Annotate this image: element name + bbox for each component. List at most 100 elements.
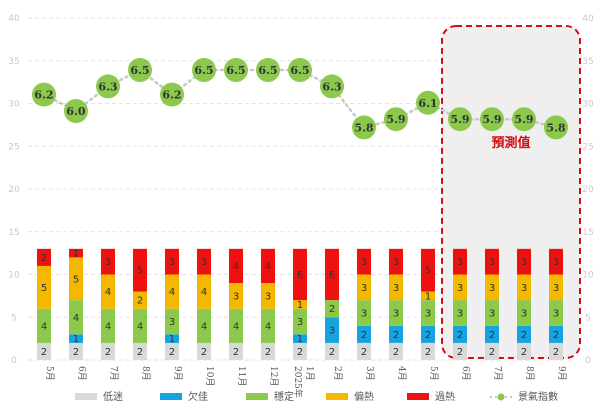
forecast-label: 預測值: [491, 135, 530, 151]
legend: 低迷 欠佳 穩定 偏熱 過熱 景氣指數: [75, 390, 558, 403]
bar-segment: [453, 342, 467, 360]
bar-segment-label: 4: [169, 287, 175, 298]
bar-segment-label: 2: [553, 330, 559, 341]
bar-segment: [357, 300, 371, 326]
bar-segment: [293, 342, 307, 360]
legend-label: 景氣指數: [518, 390, 558, 403]
bar-segment: [389, 274, 403, 301]
bar-segment-label: 6: [297, 270, 303, 281]
bar-segment-label: 3: [489, 308, 495, 319]
bar-segment-label: 2: [73, 347, 79, 358]
bar-segment-label: 3: [521, 257, 527, 268]
bar-segment-label: 3: [169, 257, 175, 268]
y-tick-label-right: 40: [582, 14, 594, 24]
index-point-label: 5.8: [546, 121, 565, 134]
bar-segment: [389, 248, 403, 275]
index-point: [32, 82, 56, 107]
bar-segment: [517, 300, 531, 326]
bar-segment: [101, 308, 115, 343]
bar-segment: [165, 308, 179, 335]
bar-segment: [229, 308, 243, 343]
bar-segment-label: 3: [521, 283, 527, 294]
index-point-label: 6.2: [34, 89, 53, 102]
bar-segment: [357, 325, 371, 343]
bar-segment-label: 2: [425, 347, 431, 358]
bar-segment: [197, 342, 211, 360]
bar-segment: [197, 274, 211, 309]
bar-segment: [37, 342, 51, 360]
legend-swatch: [246, 393, 268, 400]
bar-segment: [133, 291, 147, 309]
bar-segment-label: 4: [265, 261, 271, 272]
y-tick-label-right: 5: [585, 313, 591, 323]
bar-segment-label: 4: [265, 321, 271, 332]
x-tick-label: 1月: [304, 366, 315, 381]
index-point-label: 6.5: [194, 64, 213, 77]
bar-segment-label: 2: [105, 347, 111, 358]
bar-segment-label: 3: [457, 283, 463, 294]
x-tick-label: 11月: [236, 366, 247, 386]
x-tick-label: 10月: [204, 366, 215, 386]
bar-segment: [421, 325, 435, 343]
bar-segment-label: 2: [457, 347, 463, 358]
y-tick-label: 5: [11, 313, 17, 323]
bar-segment-label: 2: [297, 347, 303, 358]
bar-segment-label: 2: [361, 347, 367, 358]
bar-segment: [549, 274, 563, 301]
y-tick-label: 0: [11, 356, 17, 366]
bar-segment: [549, 342, 563, 360]
bar-segment-label: 3: [489, 257, 495, 268]
x-tick-label: 8月: [140, 366, 151, 381]
bar-segment-label: 3: [329, 326, 335, 337]
bar-segment-label: 1: [297, 300, 303, 311]
bar-segment: [549, 300, 563, 326]
bar-segment-label: 3: [553, 283, 559, 294]
index-point-label: 5.9: [386, 113, 405, 126]
bar-segment-label: 2: [137, 347, 143, 358]
bar-segment-label: 3: [393, 283, 399, 294]
legend-label: 低迷: [103, 390, 123, 403]
index-point: [320, 74, 344, 99]
bar-segment: [69, 257, 83, 301]
bar-segment: [421, 291, 435, 301]
bar-segment-label: 2: [41, 253, 47, 264]
bar-segment: [261, 248, 275, 284]
bar-segment-label: 3: [361, 283, 367, 294]
bar-segment-label: 4: [137, 321, 143, 332]
y-tick-label: 40: [8, 14, 20, 24]
x-tick-label: 3月: [364, 366, 375, 381]
x-tick-label: 5月: [428, 366, 439, 381]
bar-segment-label: 2: [425, 330, 431, 341]
bar-segment: [293, 334, 307, 343]
bar-segment: [197, 248, 211, 275]
bar-segment-label: 1: [425, 291, 431, 302]
bar-segment: [421, 300, 435, 326]
bar-segment: [261, 308, 275, 343]
y-tick-label: 15: [8, 228, 19, 238]
legend-label: 偏熱: [354, 390, 374, 403]
bar-segment-label: 2: [393, 347, 399, 358]
x-tick-label: 5月: [44, 366, 55, 381]
bar-segment-label: 3: [521, 308, 527, 319]
index-point: [160, 82, 184, 107]
legend-label: 欠佳: [188, 390, 208, 403]
bar-segment: [101, 274, 115, 309]
bar-segment: [325, 317, 339, 343]
bar-segment-label: 2: [329, 347, 335, 358]
bar-segment: [133, 342, 147, 360]
bar-segment-label: 2: [329, 304, 335, 315]
bar-segment: [37, 265, 51, 309]
bar-segment: [549, 248, 563, 275]
index-point-label: 6.5: [226, 64, 245, 77]
bar-segment-label: 2: [361, 330, 367, 341]
bar-segment: [453, 300, 467, 326]
y-tick-label: 25: [8, 142, 19, 152]
bar-segment: [133, 248, 147, 292]
bar-segment: [101, 342, 115, 360]
bar-segment-label: 4: [233, 321, 239, 332]
index-point: [256, 58, 280, 82]
y-tick-label: 35: [8, 57, 19, 67]
bar-segment: [325, 248, 339, 301]
index-point: [96, 74, 120, 99]
